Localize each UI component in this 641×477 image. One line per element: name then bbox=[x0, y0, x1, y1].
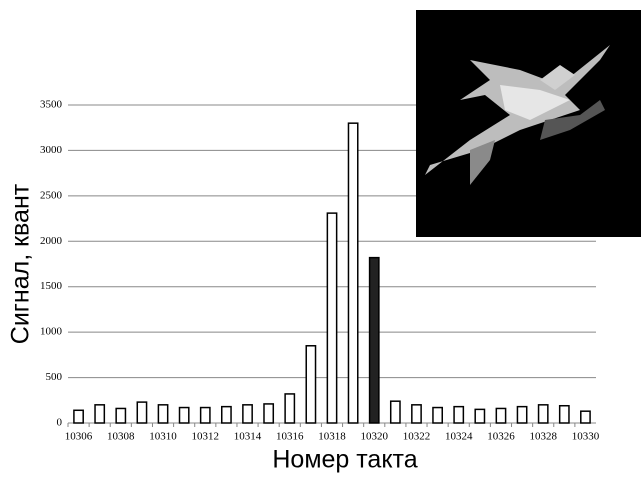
bar bbox=[242, 404, 253, 424]
bar bbox=[221, 405, 232, 424]
bar bbox=[136, 401, 148, 424]
x-tick-label: 10316 bbox=[276, 431, 304, 443]
y-tick-label: 500 bbox=[46, 371, 63, 383]
x-tick-label: 10306 bbox=[65, 431, 93, 443]
bar bbox=[157, 404, 169, 424]
y-tick-label: 1500 bbox=[40, 280, 63, 292]
bar bbox=[347, 122, 359, 424]
y-tick-label: 3500 bbox=[40, 99, 63, 111]
x-tick-label: 10318 bbox=[318, 431, 346, 443]
x-axis-label: Номер такта bbox=[272, 446, 417, 474]
inset-image bbox=[416, 10, 641, 237]
bar bbox=[368, 256, 380, 424]
bar bbox=[73, 409, 84, 424]
y-tick-label: 0 bbox=[57, 417, 63, 429]
bar bbox=[115, 407, 127, 424]
x-tick-label: 10330 bbox=[572, 431, 600, 443]
x-tick-label: 10328 bbox=[529, 431, 557, 443]
bar bbox=[178, 406, 190, 424]
bar bbox=[411, 404, 422, 424]
x-tick-label: 10326 bbox=[487, 431, 515, 443]
bar bbox=[537, 404, 549, 424]
bar bbox=[199, 406, 211, 424]
bar bbox=[558, 404, 570, 424]
y-tick-label: 1000 bbox=[40, 326, 63, 338]
bar bbox=[389, 400, 401, 424]
bar bbox=[305, 345, 317, 424]
bar bbox=[474, 408, 486, 424]
x-tick-label: 10322 bbox=[403, 431, 431, 443]
bar bbox=[284, 393, 296, 424]
bar bbox=[516, 405, 528, 424]
y-tick-label: 2500 bbox=[40, 189, 63, 201]
bar bbox=[453, 405, 465, 424]
bar bbox=[495, 407, 507, 424]
bar bbox=[263, 403, 275, 424]
y-tick-label: 3000 bbox=[40, 144, 63, 156]
x-tick-label: 10308 bbox=[107, 431, 135, 443]
plot-area: 0 500 1000 1500 2000 2500 3000 3500 10306 10308 10… bbox=[40, 99, 600, 443]
x-tick-label: 10314 bbox=[234, 431, 262, 443]
x-tick-label: 10320 bbox=[360, 431, 388, 443]
bar bbox=[432, 406, 443, 424]
bar bbox=[94, 404, 106, 424]
x-tick-label: 10324 bbox=[445, 431, 473, 443]
bar bbox=[326, 212, 338, 424]
x-tick-label: 10310 bbox=[149, 431, 177, 443]
bar bbox=[580, 410, 591, 424]
y-tick-label: 2000 bbox=[40, 235, 63, 247]
y-axis-label: Сигнал, квант bbox=[7, 183, 35, 344]
x-tick-label: 10312 bbox=[192, 431, 220, 443]
